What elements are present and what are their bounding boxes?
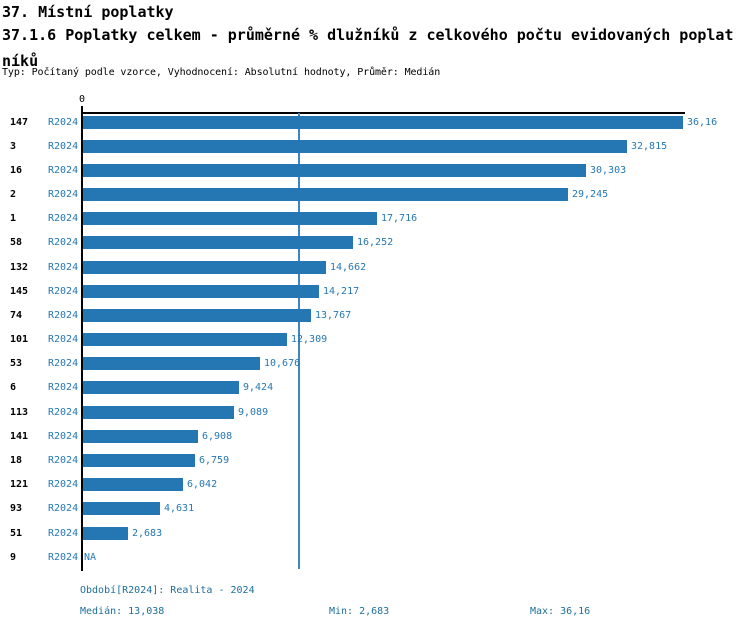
value-label: 13,767 (315, 310, 352, 321)
bar (83, 381, 239, 394)
chart-meta-line: Typ: Počítaný podle vzorce, Vyhodnocení:… (2, 67, 441, 78)
series-period-label: R2024 (48, 407, 79, 418)
value-label: 29,245 (572, 189, 609, 200)
category-label: 147 (10, 117, 29, 128)
value-label: 9,424 (243, 382, 274, 393)
bar (83, 212, 377, 225)
value-label: 16,252 (357, 237, 394, 248)
category-label: 53 (10, 358, 23, 369)
median-stat: Medián: 13,038 (80, 606, 165, 617)
value-label: 14,217 (323, 286, 360, 297)
value-label: 9,089 (238, 407, 269, 418)
min-stat: Min: 2,683 (329, 606, 390, 617)
series-period-label: R2024 (48, 237, 79, 248)
series-period-label: R2024 (48, 213, 79, 224)
max-stat: Max: 36,16 (530, 606, 591, 617)
bar (83, 478, 183, 491)
category-label: 101 (10, 334, 29, 345)
category-label: 2 (10, 189, 17, 200)
series-period-label: R2024 (48, 503, 79, 514)
series-period-label: R2024 (48, 431, 79, 442)
value-label: 10,676 (264, 358, 301, 369)
value-label: 30,303 (590, 165, 627, 176)
bar (83, 454, 195, 467)
period-label: Období[R2024]: Realita - 2024 (80, 585, 255, 596)
value-label: 12,309 (291, 334, 328, 345)
category-label: 9 (10, 552, 17, 563)
value-label: 2,683 (132, 528, 163, 539)
bar (83, 309, 311, 322)
series-period-label: R2024 (48, 189, 79, 200)
value-label: 14,662 (330, 262, 367, 273)
bar (83, 261, 326, 274)
bar (83, 188, 568, 201)
x-axis-zero-tick-label: 0 (78, 94, 86, 105)
value-label: 6,042 (187, 479, 218, 490)
value-label: 17,716 (381, 213, 418, 224)
series-period-label: R2024 (48, 141, 79, 152)
series-period-label: R2024 (48, 528, 79, 539)
series-period-label: R2024 (48, 552, 79, 563)
median-line (298, 113, 301, 569)
chart-subtitle: 37.1.6 Poplatky celkem - průměrné % dluž… (2, 26, 734, 70)
series-period-label: R2024 (48, 310, 79, 321)
bar (83, 116, 683, 129)
bar (83, 406, 234, 419)
bar (83, 333, 287, 346)
category-label: 58 (10, 237, 23, 248)
category-label: 16 (10, 165, 23, 176)
series-period-label: R2024 (48, 262, 79, 273)
series-period-label: R2024 (48, 479, 79, 490)
bar (83, 357, 260, 370)
category-label: 1 (10, 213, 17, 224)
y-axis-line (81, 106, 83, 571)
series-period-label: R2024 (48, 334, 79, 345)
category-label: 6 (10, 382, 17, 393)
bar (83, 527, 128, 540)
series-period-label: R2024 (48, 455, 79, 466)
bar (83, 236, 353, 249)
category-label: 51 (10, 528, 23, 539)
category-label: 145 (10, 286, 29, 297)
series-period-label: R2024 (48, 117, 79, 128)
category-label: 3 (10, 141, 17, 152)
category-label: 121 (10, 479, 29, 490)
category-label: 18 (10, 455, 23, 466)
series-period-label: R2024 (48, 165, 79, 176)
series-period-label: R2024 (48, 382, 79, 393)
value-label: 6,759 (199, 455, 230, 466)
value-label: 36,16 (687, 117, 718, 128)
category-label: 93 (10, 503, 23, 514)
bar (83, 164, 586, 177)
series-period-label: R2024 (48, 286, 79, 297)
value-label: NA (84, 552, 97, 563)
value-label: 32,815 (631, 141, 668, 152)
bar (83, 502, 160, 515)
chart-title: 37. Místní poplatky (2, 3, 174, 21)
category-label: 113 (10, 407, 29, 418)
bar (83, 430, 198, 443)
category-label: 141 (10, 431, 29, 442)
series-period-label: R2024 (48, 358, 79, 369)
x-axis-line (82, 112, 685, 114)
bar (83, 285, 319, 298)
category-label: 74 (10, 310, 23, 321)
bar (83, 140, 627, 153)
category-label: 132 (10, 262, 29, 273)
value-label: 4,631 (164, 503, 195, 514)
value-label: 6,908 (202, 431, 233, 442)
